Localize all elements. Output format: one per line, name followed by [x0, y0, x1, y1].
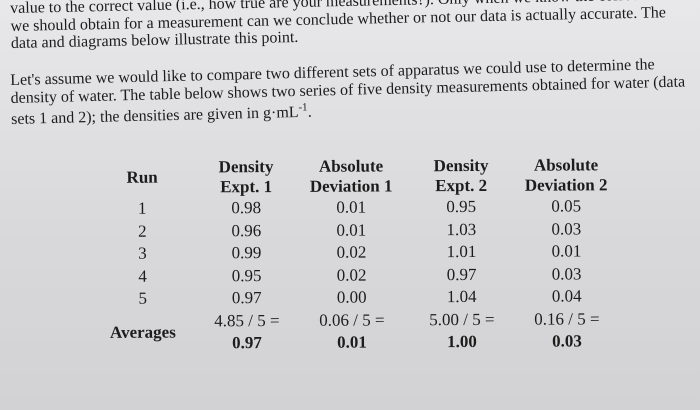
cell-abs-dev-2: 0.03	[551, 218, 582, 239]
cell-abs-dev-1: 0.02	[336, 265, 367, 285]
average-abs-dev-2-calc: 0.16 / 5 =	[534, 308, 600, 329]
cell-abs-dev-2: 0.04	[551, 286, 582, 306]
cell-density-1: 0.96	[231, 220, 262, 240]
cell-density-2: 1.03	[446, 219, 477, 239]
average-density-2: 5.00 / 5 = 1.00	[407, 308, 517, 354]
header-abs-dev-2: Absolute Deviation 2	[516, 155, 616, 196]
cell-abs-dev-2: 0.03	[551, 263, 582, 284]
table-row: 1 0.98 0.01 0.95 0.05	[88, 195, 616, 220]
average-abs-dev-1: 0.06 / 5 = 0.01	[297, 309, 407, 355]
average-abs-dev-1-result: 0.01	[337, 332, 367, 352]
cell-run: 5	[138, 288, 148, 308]
header-density-2: Density Expt. 2	[406, 156, 516, 197]
average-density-1-calc: 4.85 / 5 =	[214, 310, 280, 330]
header-density-1-line2: Expt. 1	[220, 177, 273, 197]
header-abs-dev-1: Absolute Deviation 1	[296, 156, 406, 197]
cell-run: 3	[138, 243, 147, 263]
header-abs-dev-1-line1: Absolute	[318, 156, 384, 176]
cell-density-2: 1.04	[446, 286, 477, 307]
cell-density-2: 0.97	[446, 264, 477, 284]
header-abs-dev-2-line1: Absolute	[533, 155, 599, 175]
table-row: 4 0.95 0.02 0.97 0.03	[89, 263, 617, 288]
average-density-2-result: 1.00	[447, 331, 477, 352]
averages-label: Averages	[109, 322, 176, 342]
header-abs-dev-2-line2: Deviation 2	[524, 175, 608, 195]
header-abs-dev-1-line2: Deviation 1	[309, 176, 393, 196]
average-density-2-calc: 5.00 / 5 =	[429, 309, 495, 329]
table-row: 2 0.96 0.01 1.03 0.03	[88, 218, 616, 243]
cell-density-1: 0.95	[231, 265, 262, 285]
cell-abs-dev-1: 0.01	[336, 197, 367, 217]
cell-abs-dev-1: 0.02	[336, 242, 367, 262]
cell-abs-dev-2: 0.05	[551, 196, 582, 216]
cell-run: 2	[138, 221, 147, 241]
density-table: Run Density Expt. 1 Absolute Deviation 1…	[88, 155, 617, 355]
average-density-1-result: 0.97	[232, 333, 262, 353]
cell-density-2: 0.95	[446, 196, 477, 217]
cell-abs-dev-1: 0.01	[336, 220, 367, 240]
cell-density-2: 1.01	[446, 241, 477, 262]
cell-abs-dev-1: 0.00	[336, 287, 367, 307]
cell-density-1: 0.99	[231, 243, 262, 263]
header-density-2-line2: Expt. 2	[435, 175, 488, 196]
average-abs-dev-2: 0.16 / 5 = 0.03	[517, 308, 617, 354]
header-density-2-line1: Density	[433, 155, 489, 176]
average-abs-dev-1-calc: 0.06 / 5 =	[319, 309, 385, 330]
table-row: 3 0.99 0.02 1.01 0.01	[88, 240, 616, 265]
paragraph-density-text: Let's assume we would like to compare tw…	[10, 56, 686, 129]
cell-abs-dev-2: 0.01	[551, 241, 582, 261]
header-density-1-line1: Density	[218, 157, 274, 177]
average-density-1: 4.85 / 5 = 0.97	[197, 309, 297, 355]
cell-density-1: 0.97	[231, 288, 262, 308]
table-row: 5 0.97 0.00 1.04 0.04	[89, 285, 617, 310]
header-run-label: Run	[126, 167, 158, 187]
header-run: Run	[88, 157, 196, 198]
cell-run: 4	[138, 266, 147, 286]
average-abs-dev-2-result: 0.03	[552, 331, 582, 351]
averages-row: Averages 4.85 / 5 = 0.97 0.06 / 5 = 0.01…	[89, 308, 617, 356]
paragraph-accuracy-text: value to the correct value (i.e., how tr…	[10, 0, 682, 52]
paragraph-accuracy: value to the correct value (i.e., how tr…	[10, 0, 691, 52]
cell-density-1: 0.98	[231, 198, 262, 218]
paragraph-density-intro: Let's assume we would like to compare tw…	[10, 55, 691, 128]
header-density-1: Density Expt. 1	[196, 157, 296, 198]
cell-run: 1	[137, 198, 147, 218]
table-header-row: Run Density Expt. 1 Absolute Deviation 1…	[88, 155, 616, 198]
